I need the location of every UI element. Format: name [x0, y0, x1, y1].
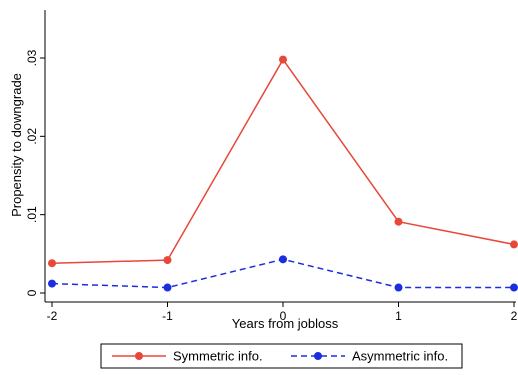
legend-marker-symmetric: [135, 352, 143, 360]
y-tick-label-2: .02: [25, 128, 39, 145]
series-layer: [48, 55, 518, 292]
y-tick-label-1: .01: [25, 206, 39, 223]
x-tick-label-4: 2: [511, 309, 518, 323]
series-line-1: [51, 258, 514, 289]
y-tick-label-0: 0: [25, 289, 39, 296]
series-1-point-1: [163, 283, 172, 292]
series-1-point-2: [279, 255, 287, 264]
y-tick-label-3: .03: [25, 49, 39, 66]
x-axis-title: Years from jobloss: [232, 316, 339, 331]
legend-marker-asymmetric: [314, 352, 322, 360]
series-0-point-0: [48, 259, 56, 268]
x-tick-label-0: -2: [47, 309, 58, 323]
series-1-point-0: [48, 279, 56, 288]
legend-label-asymmetric: Asymmetric info.: [352, 349, 448, 364]
y-axis-title: Propensity to downgrade: [9, 73, 24, 217]
series-line-0: [51, 58, 515, 264]
legend-label-symmetric: Symmetric info.: [173, 349, 263, 364]
series-1-point-3: [394, 283, 403, 292]
series-0-point-2: [279, 55, 287, 64]
x-tick-label-2: 0: [280, 309, 287, 323]
series-1-point-4: [510, 283, 518, 292]
series-0-point-3: [394, 217, 403, 226]
legend: Symmetric info. Asymmetric info.: [100, 343, 463, 369]
x-tick-label-1: -1: [162, 309, 173, 323]
series-0-point-4: [510, 240, 518, 249]
series-0-point-1: [163, 256, 172, 265]
axes: 0 .01 .02 .03 -2 -1 0 1 2: [25, 10, 518, 323]
x-tick-label-3: 1: [395, 309, 402, 323]
